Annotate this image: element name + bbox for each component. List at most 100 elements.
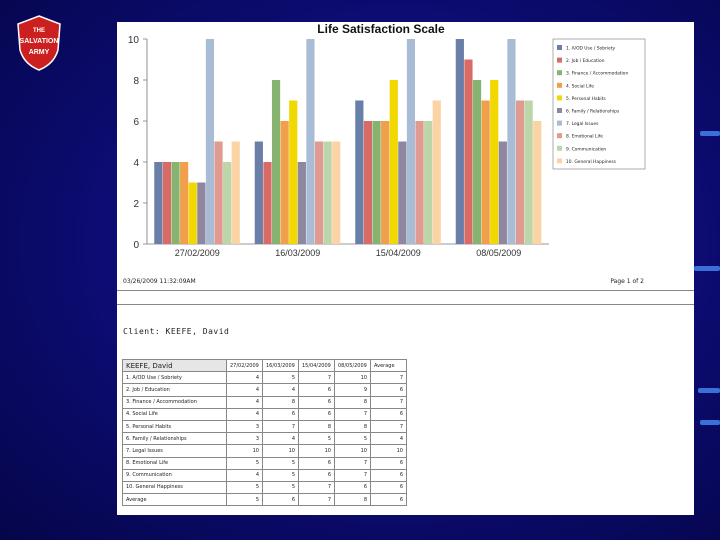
table-row: 9. Communication 4 5 6 7 6 (122, 468, 407, 482)
table-row: 5. Personal Habits 3 7 8 8 7 (122, 419, 407, 434)
x-tick-label: 27/02/2009 (175, 248, 220, 258)
bar (271, 80, 281, 244)
bar (254, 141, 263, 244)
table-row-label: 4. Social Life (122, 407, 227, 421)
table-cell: 10 (262, 444, 299, 458)
table-cell: 6 (370, 480, 407, 495)
y-tick-label: 4 (133, 158, 139, 169)
table-cell: 5 (298, 432, 335, 446)
page-divider (117, 290, 694, 291)
table-row: Average 5 6 7 8 6 (122, 493, 407, 507)
table-cell: 6 (370, 493, 407, 507)
table-row: 3. Finance / Accommodation 4 8 6 8 7 (122, 395, 407, 409)
table-row: 6. Family / Relationships 3 4 5 5 4 (122, 432, 407, 446)
legend-label: 9. Communication (566, 146, 606, 152)
table-cell: 10 (298, 444, 335, 458)
legend-swatch (557, 45, 562, 50)
bar (372, 121, 381, 244)
legend-label: 10. General Happiness (566, 159, 617, 165)
bar (515, 100, 525, 244)
table-cell: 9 (334, 383, 371, 397)
table-cell: 10 (370, 444, 407, 458)
bar (389, 80, 398, 244)
bar (231, 141, 240, 244)
table-cell: 6 (370, 468, 407, 482)
bar (332, 141, 341, 244)
table-row-label: Average (122, 493, 227, 507)
y-tick-label: 2 (133, 199, 139, 210)
table-cell: 7 (298, 371, 335, 385)
bar (188, 182, 197, 244)
legend-label: 2. Job / Education (566, 58, 605, 64)
table-cell: 6 (298, 468, 335, 482)
table-header-date: 15/04/2009 (298, 358, 335, 373)
table-cell: 6 (298, 456, 335, 470)
print-timestamp: 03/26/2009 11:32:09AM (123, 278, 196, 285)
table-row-label: 6. Family / Relationships (122, 432, 227, 446)
legend-box (552, 38, 646, 170)
bar (533, 121, 542, 244)
scores-table: KEEFE, David 27/02/2009 16/03/2009 15/04… (122, 358, 407, 507)
table-row-label: 3. Finance / Accommodation (122, 395, 227, 409)
y-tick-label: 0 (133, 240, 139, 251)
table-cell: 6 (298, 395, 335, 409)
bar (507, 39, 516, 244)
legend-label: 6. Family / Relationships (566, 109, 620, 115)
table-header-name: KEEFE, David (122, 358, 227, 373)
logo-text-line-3: ARMY (29, 49, 50, 56)
table-cell: 4 (370, 432, 407, 446)
legend-swatch (557, 108, 562, 113)
table-cell: 4 (226, 383, 263, 397)
table-cell: 10 (334, 444, 371, 458)
bar (323, 141, 332, 244)
table-cell: 4 (226, 468, 263, 482)
table-row-label: 10. General Happiness (122, 480, 227, 495)
logo-text-line-1: THE (33, 28, 45, 34)
table-row-label: 8. Emotional Life (122, 456, 227, 470)
legend-swatch (557, 57, 562, 63)
chart-title: Life Satisfaction Scale (317, 22, 445, 36)
table-cell: 7 (334, 456, 371, 470)
bar (464, 59, 473, 244)
page-divider (117, 304, 694, 305)
table-row: 4. Social Life 4 6 6 7 6 (122, 407, 407, 421)
bar (162, 162, 172, 244)
bar (223, 162, 232, 244)
legend-swatch (557, 70, 562, 76)
legend-swatch (557, 82, 562, 88)
report-page: Life Satisfaction Scale 0 2 4 6 8 10 27/02/2009… (117, 22, 694, 515)
bar (472, 80, 482, 244)
table-cell: 4 (262, 383, 299, 397)
table-row-label: 2. Job / Education (122, 383, 227, 397)
table-cell: 5 (226, 456, 263, 470)
bar (355, 100, 364, 244)
table-row: 8. Emotional Life 5 5 6 7 6 (122, 456, 407, 470)
bar (280, 121, 289, 244)
table-cell: 4 (226, 395, 263, 409)
table-header-date: 08/05/2009 (334, 358, 371, 373)
table-cell: 8 (334, 493, 371, 507)
decorative-stripe (698, 388, 720, 393)
bar (306, 39, 315, 244)
table-cell: 8 (334, 395, 371, 409)
legend-label: 3. Finance / Accommodation (566, 71, 628, 77)
table-row: 10. General Happiness 5 5 7 6 6 (122, 480, 407, 495)
table-row-label: 1. A/OD Use / Sobriety (122, 371, 227, 385)
table-row: 2. Job / Education 4 4 6 9 6 (122, 383, 407, 397)
table-cell: 5 (226, 493, 263, 507)
decorative-stripe (700, 131, 720, 136)
bar (154, 162, 163, 244)
table-cell: 8 (298, 419, 335, 434)
x-tick-label: 15/04/2009 (376, 248, 421, 258)
table-cell: 4 (226, 371, 263, 385)
life-satisfaction-chart: Life Satisfaction Scale 0 2 4 6 8 10 27/02/2009… (128, 22, 646, 258)
table-cell: 6 (298, 383, 335, 397)
table-cell: 3 (226, 419, 263, 434)
bar (415, 121, 424, 244)
bar (197, 182, 206, 244)
table-cell: 6 (370, 456, 407, 470)
bar (180, 162, 189, 244)
bar (432, 100, 441, 244)
decorative-stripe (694, 266, 720, 271)
bar (314, 141, 324, 244)
